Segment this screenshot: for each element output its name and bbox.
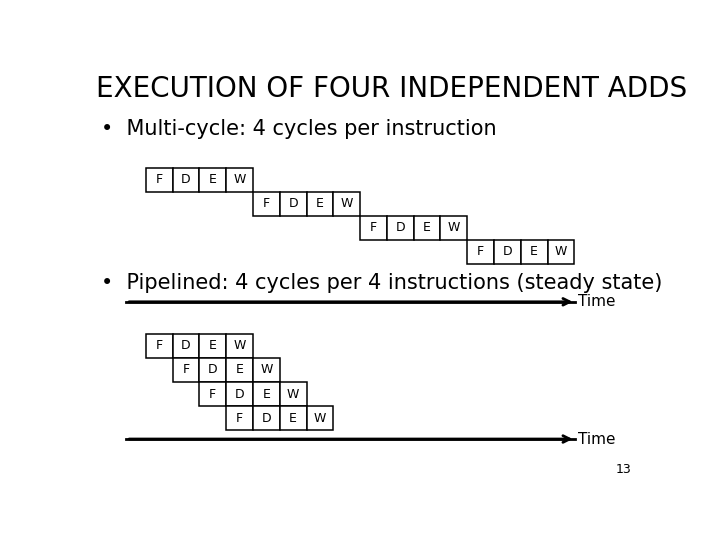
Text: F: F [236, 411, 243, 425]
Text: E: E [235, 363, 243, 376]
Bar [253, 192, 280, 216]
Bar [199, 167, 226, 192]
Text: W: W [260, 363, 272, 376]
Bar [253, 382, 280, 406]
Text: F: F [182, 363, 189, 376]
Text: W: W [233, 339, 246, 353]
Bar [226, 406, 253, 430]
Text: D: D [395, 221, 405, 234]
Text: F: F [156, 339, 163, 353]
Text: D: D [288, 197, 298, 210]
Text: F: F [263, 197, 270, 210]
Bar [145, 167, 173, 192]
Bar [441, 216, 467, 240]
Text: •  Pipelined: 4 cycles per 4 instructions (steady state): • Pipelined: 4 cycles per 4 instructions… [101, 273, 662, 293]
Text: F: F [210, 388, 216, 401]
Bar [199, 334, 226, 358]
Bar [280, 406, 307, 430]
Text: W: W [555, 245, 567, 259]
Text: W: W [341, 197, 353, 210]
Text: D: D [181, 339, 191, 353]
Text: D: D [235, 388, 244, 401]
Text: Time: Time [578, 294, 616, 309]
Text: E: E [530, 245, 538, 259]
Bar [467, 240, 494, 264]
Text: W: W [287, 388, 300, 401]
Text: D: D [208, 363, 217, 376]
Bar [173, 167, 199, 192]
Text: E: E [423, 221, 431, 234]
Bar [199, 382, 226, 406]
Text: E: E [209, 339, 217, 353]
Bar [145, 334, 173, 358]
Text: F: F [370, 221, 377, 234]
Bar [548, 240, 575, 264]
Bar [413, 216, 441, 240]
Bar [226, 382, 253, 406]
Text: Time: Time [578, 431, 616, 447]
Text: F: F [477, 245, 484, 259]
Bar [226, 358, 253, 382]
Text: E: E [262, 388, 270, 401]
Text: D: D [503, 245, 512, 259]
Text: •  Multi-cycle: 4 cycles per instruction: • Multi-cycle: 4 cycles per instruction [101, 119, 497, 139]
Bar [360, 216, 387, 240]
Bar [387, 216, 414, 240]
Text: E: E [316, 197, 324, 210]
Bar [173, 334, 199, 358]
Bar [226, 167, 253, 192]
Text: W: W [233, 173, 246, 186]
Bar [307, 192, 333, 216]
Bar [494, 240, 521, 264]
Text: EXECUTION OF FOUR INDEPENDENT ADDS: EXECUTION OF FOUR INDEPENDENT ADDS [96, 75, 687, 103]
Text: D: D [181, 173, 191, 186]
Text: W: W [448, 221, 460, 234]
Bar [199, 358, 226, 382]
Text: E: E [289, 411, 297, 425]
Bar [333, 192, 360, 216]
Bar [280, 192, 307, 216]
Bar [173, 358, 199, 382]
Bar [253, 406, 280, 430]
Text: 13: 13 [616, 463, 631, 476]
Text: F: F [156, 173, 163, 186]
Text: E: E [209, 173, 217, 186]
Bar [226, 334, 253, 358]
Bar [253, 358, 280, 382]
Bar [521, 240, 548, 264]
Bar [280, 382, 307, 406]
Text: W: W [314, 411, 326, 425]
Text: D: D [261, 411, 271, 425]
Bar [307, 406, 333, 430]
